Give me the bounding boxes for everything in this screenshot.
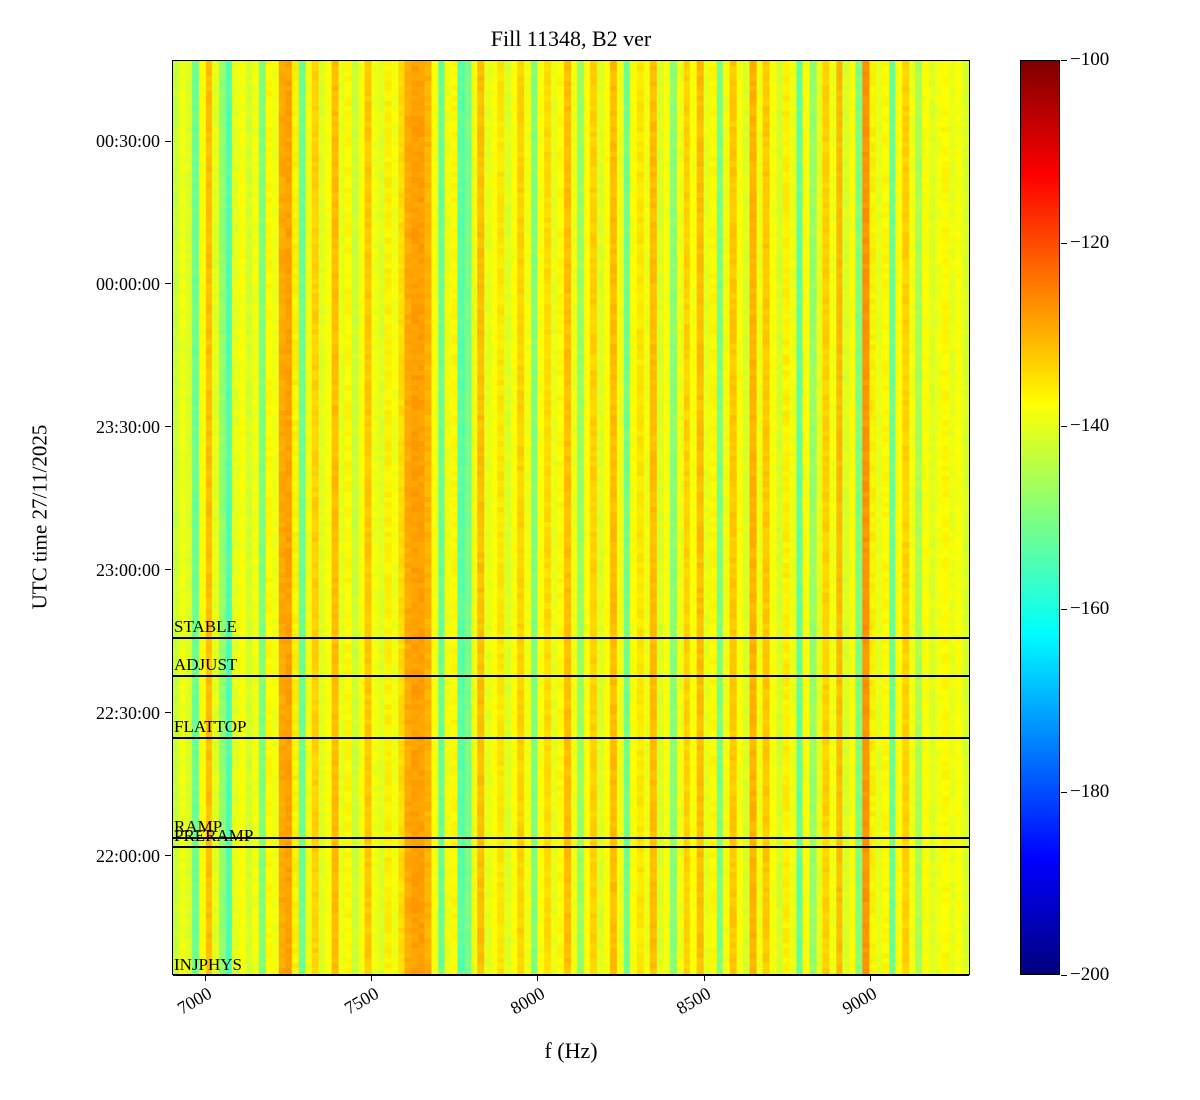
y-tick-mark	[165, 140, 171, 142]
beam-mode-label-injphys: INJPHYS	[174, 955, 243, 974]
x-tick-mark	[537, 976, 539, 981]
y-tick-label: 00:30:00	[95, 131, 160, 152]
colorbar-tick-mark	[1061, 242, 1067, 244]
colorbar-tick-mark	[1061, 59, 1067, 61]
beam-mode-line-adjust	[173, 674, 969, 677]
spectrogram-heatmap	[173, 61, 969, 974]
y-tick-mark	[165, 855, 171, 857]
x-tick-label: 7000	[174, 983, 216, 1019]
x-tick-label: 8000	[506, 983, 548, 1019]
y-tick-label: 23:30:00	[95, 416, 160, 437]
colorbar-tick-label: −120	[1070, 232, 1110, 253]
x-tick-mark	[371, 976, 372, 981]
x-tick-label: 9000	[839, 983, 881, 1019]
colorbar-tick-label: −180	[1070, 781, 1110, 802]
x-tick-mark	[204, 976, 206, 981]
beam-mode-overlay: STABLE ADJUST FLATTOP RAMP PRERAMP INJPHYS	[173, 61, 969, 976]
y-tick-label: 22:30:00	[95, 702, 160, 723]
x-tick-mark	[869, 976, 871, 981]
beam-mode-label-stable: STABLE	[174, 616, 237, 636]
plot-area: STABLE ADJUST FLATTOP RAMP PRERAMP INJPHYS	[172, 60, 970, 976]
colorbar-tick-label: −140	[1070, 415, 1110, 436]
y-tick-mark	[165, 283, 171, 285]
colorbar-tick-mark	[1061, 791, 1067, 793]
x-tick-label: 8500	[672, 983, 714, 1019]
colorbar-tick-mark	[1061, 608, 1067, 610]
chart-title: Fill 11348, B2 ver	[490, 26, 652, 51]
colorbar-tick-label: −100	[1070, 49, 1110, 70]
colorbar-tick-label: −200	[1070, 964, 1110, 985]
beam-mode-line-ramp	[173, 836, 969, 839]
beam-mode-line-flattop	[173, 736, 969, 739]
y-tick-mark	[165, 569, 171, 571]
beam-mode-line-preramp	[173, 846, 969, 849]
x-axis-label: f (Hz)	[544, 1038, 598, 1063]
y-tick-label: 00:00:00	[95, 273, 160, 294]
colorbar-tick-label: −160	[1070, 598, 1110, 619]
beam-mode-label-preramp: PRERAMP	[174, 826, 254, 846]
x-tick-mark	[703, 976, 705, 981]
y-tick-mark	[165, 712, 171, 714]
y-tick-mark	[165, 426, 171, 428]
beam-mode-label-adjust: ADJUST	[174, 654, 238, 674]
colorbar-tick-mark	[1061, 974, 1067, 976]
beam-mode-line-injphys	[173, 974, 969, 976]
colorbar-gradient	[1021, 61, 1059, 974]
beam-mode-label-ramp: RAMP	[174, 816, 223, 836]
beam-mode-label-flattop: FLATTOP	[174, 716, 247, 736]
beam-mode-line-stable	[173, 636, 969, 639]
colorbar-tick-mark	[1061, 425, 1067, 427]
colorbar	[1020, 60, 1060, 975]
y-axis-label: UTC time 27/11/2025	[27, 424, 52, 610]
y-tick-label: 23:00:00	[95, 559, 160, 580]
y-tick-label: 22:00:00	[95, 845, 160, 866]
x-tick-label: 7500	[340, 983, 382, 1019]
